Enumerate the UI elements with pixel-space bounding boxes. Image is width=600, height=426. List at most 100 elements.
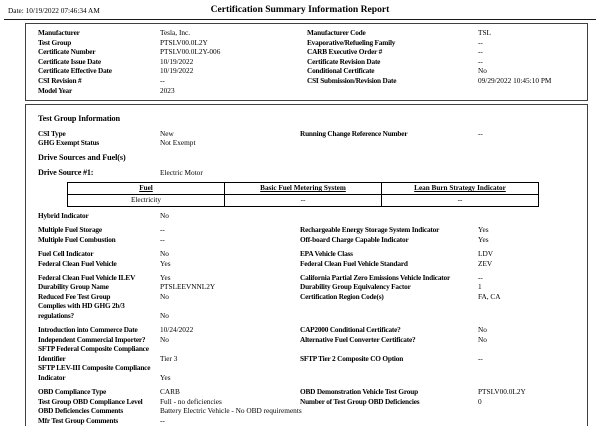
- field-label: Multiple Fuel Combustion: [38, 234, 116, 244]
- field-value: PTSLV00.0L2Y-006: [160, 47, 221, 57]
- field-value: --: [478, 37, 483, 47]
- field-value: 10/24/2022: [160, 325, 194, 335]
- fuel-table-row: Electricity -- --: [67, 194, 539, 207]
- field-label: Off-board Charge Capable Indicator: [300, 234, 409, 244]
- field-value: No: [160, 211, 169, 221]
- field-label: Certificate Number: [38, 47, 96, 57]
- field-label: OBD Deficiencies Comments: [38, 406, 123, 416]
- field-row: Fuel Cell Indicator No EPA Vehicle Class LD…: [38, 249, 581, 259]
- field-label: Rechargeable Energy Storage System Indic…: [300, 225, 440, 235]
- report-header: Date: 10/19/2022 07:46:34 AM Certificati…: [0, 0, 600, 16]
- field-label: Federal Clean Fuel Vehicle Standard: [300, 258, 408, 268]
- fuel-table-cell: Electricity: [67, 194, 225, 207]
- field-row-group: Multiple Fuel Storage -- Rechargeable Ener…: [38, 225, 581, 244]
- field-label: CAP2000 Conditional Certificate?: [300, 325, 401, 335]
- field-value: --: [478, 272, 483, 282]
- drive-source-row: Drive Source #1: Electric Motor: [38, 168, 581, 178]
- field-row: Certificate Effective Date 10/19/2022 Cond…: [38, 66, 581, 76]
- field-label: Certification Region Code(s): [300, 291, 384, 301]
- field-label: Certificate Issue Date: [38, 56, 101, 66]
- field-value: --: [160, 415, 165, 425]
- page-title: Certification Summary Information Report: [210, 4, 390, 15]
- field-value: CARB: [160, 387, 180, 397]
- field-value: 10/19/2022: [160, 56, 194, 66]
- field-label: Federal Clean Fuel Vehicle ILEV: [38, 272, 136, 282]
- field-label: Number of Test Group OBD Deficiencies: [300, 396, 420, 406]
- field-value: Yes: [160, 272, 171, 282]
- field-label: Running Change Reference Number: [300, 128, 408, 138]
- field-label: Mfr Test Group Comments: [38, 415, 119, 425]
- field-value: No: [478, 325, 487, 335]
- field-label: SFTP LEV-III Composite Compliance Indica…: [38, 363, 151, 383]
- field-value: PTSLV00.0L2Y: [160, 37, 208, 47]
- field-row: Federal Clean Fuel Vehicle ILEV Yes Califo…: [38, 273, 581, 283]
- field-value: Electric Motor: [160, 167, 203, 177]
- field-label: Alternative Fuel Converter Certificate?: [300, 334, 416, 344]
- field-value: 2023: [160, 85, 175, 95]
- field-row: Certificate Issue Date 10/19/2022 Certific…: [38, 57, 581, 67]
- field-label: Certificate Effective Date: [38, 66, 112, 76]
- field-row: Manufacturer Tesla, Inc. Manufacturer Code…: [38, 28, 581, 38]
- fuel-table-cell: --: [224, 194, 382, 207]
- field-row: Hybrid Indicator No: [38, 211, 581, 221]
- field-label: EPA Vehicle Class: [300, 248, 353, 258]
- field-row-group: Fuel Cell Indicator No EPA Vehicle Class LD…: [38, 249, 581, 268]
- field-value: Yes: [160, 373, 171, 383]
- field-value: TSL: [478, 28, 491, 37]
- field-row: Complies with HD GHG 2b/3 regulations? No: [38, 301, 581, 320]
- field-label: Introduction into Commerce Date: [38, 325, 138, 335]
- field-label: CARB Executive Order #: [307, 47, 383, 57]
- field-value: ZEV: [478, 258, 493, 268]
- field-value: 10/19/2022: [160, 66, 194, 76]
- field-label: CSI Type: [38, 128, 66, 138]
- field-value: No: [478, 66, 487, 76]
- field-row: SFTP Federal Composite Compliance Identi…: [38, 344, 581, 363]
- field-row: Multiple Fuel Combustion -- Off-board Char…: [38, 235, 581, 245]
- field-value: FA, CA: [478, 291, 501, 301]
- field-row: Certificate Number PTSLV00.0L2Y-006 CARB E…: [38, 47, 581, 57]
- field-label: OBD Demonstration Vehicle Test Group: [300, 387, 418, 397]
- field-label: Conditional Certificate: [307, 66, 375, 76]
- field-label: Test Group: [38, 37, 72, 47]
- field-value: --: [478, 56, 483, 66]
- field-value: 09/29/2022 10:45:10 PM: [478, 75, 552, 85]
- field-row-group: Hybrid Indicator No: [38, 211, 581, 221]
- header-divider: [4, 19, 596, 20]
- field-row: CSI Type New Running Change Reference Numb…: [38, 129, 581, 139]
- field-row-group: OBD Compliance Type CARB OBD Demonstration…: [38, 387, 581, 426]
- field-label: Durability Group Name: [38, 282, 109, 292]
- fuel-table-cell: --: [381, 194, 539, 207]
- field-value: Yes: [478, 225, 489, 235]
- section-heading: Drive Sources and Fuel(s): [38, 152, 126, 162]
- field-label: Multiple Fuel Storage: [38, 225, 102, 235]
- fuel-table-header-row: Fuel Basic Fuel Metering System Lean Burn …: [67, 182, 539, 196]
- fuel-table-header: Basic Fuel Metering System: [224, 182, 382, 196]
- summary-box: Manufacturer Tesla, Inc. Manufacturer Code…: [25, 23, 588, 102]
- field-label: OBD Compliance Type: [38, 387, 107, 397]
- field-value: Not Exempt: [160, 138, 196, 148]
- field-label: Hybrid Indicator: [38, 211, 89, 221]
- field-row: Test Group PTSLV00.0L2Y Evaporative/Refuel…: [38, 38, 581, 48]
- field-label: Certificate Revision Date: [307, 56, 381, 66]
- field-value: 1: [478, 282, 482, 292]
- field-label: SFTP Federal Composite Compliance Identi…: [38, 344, 149, 363]
- field-row: Model Year 2023: [38, 86, 581, 96]
- field-value: No: [160, 248, 169, 258]
- field-row: Mfr Test Group Comments --: [38, 416, 581, 426]
- field-value: --: [160, 225, 165, 235]
- field-label: Complies with HD GHG 2b/3 regulations?: [38, 301, 125, 320]
- field-value: Tier 3: [160, 353, 178, 363]
- field-value: --: [478, 353, 483, 363]
- field-row: Durability Group Name PTSLEEVNNL2Y Durabil…: [38, 282, 581, 292]
- field-row: Federal Clean Fuel Vehicle Yes Federal Cle…: [38, 259, 581, 269]
- field-label: CSI Submission/Revision Date: [307, 75, 397, 85]
- field-value: No: [478, 334, 487, 344]
- field-label: Test Group OBD Compliance Level: [38, 396, 143, 406]
- field-label: Drive Source #1:: [38, 167, 94, 177]
- field-value: Full - no deficiencies: [160, 396, 222, 406]
- field-value: --: [478, 47, 483, 57]
- fuel-table-header: Lean Burn Strategy Indicator: [381, 182, 539, 196]
- section-heading: Test Group Information: [38, 114, 120, 124]
- field-row: SFTP LEV-III Composite Compliance Indica…: [38, 363, 581, 382]
- field-value: --: [478, 128, 483, 138]
